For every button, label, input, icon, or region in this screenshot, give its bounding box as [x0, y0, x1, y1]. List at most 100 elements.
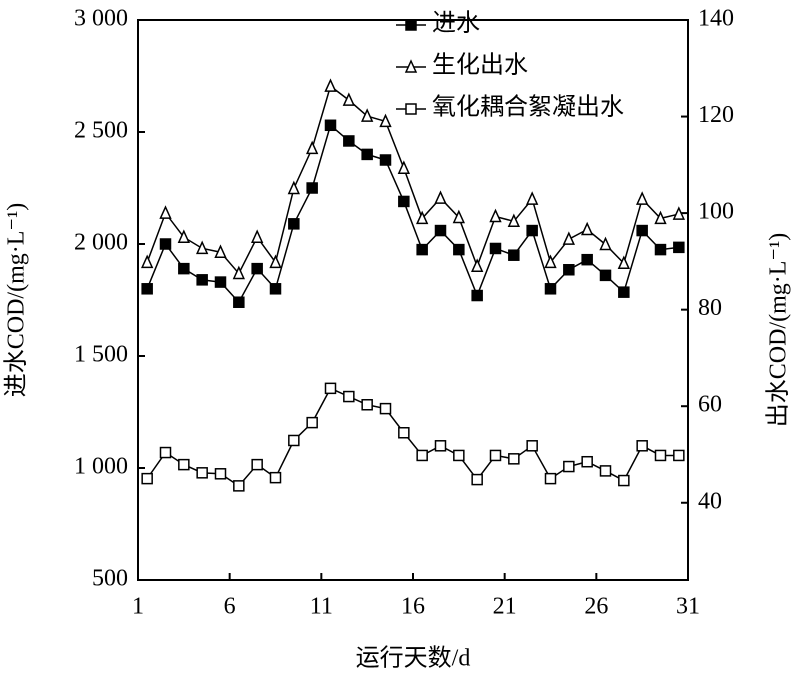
marker [471, 289, 483, 302]
marker [416, 449, 428, 462]
y2-tick-label: 120 [698, 102, 734, 128]
marker [404, 59, 418, 73]
marker [159, 238, 172, 250]
marker [563, 264, 575, 276]
marker [398, 195, 410, 208]
marker [214, 468, 227, 480]
x-tick-label: 1 [132, 594, 144, 620]
y-tick-label: 1 500 [74, 342, 128, 368]
marker [233, 296, 245, 308]
marker [251, 458, 263, 471]
marker [508, 249, 520, 261]
marker [434, 440, 447, 452]
marker [581, 253, 593, 266]
marker [599, 269, 612, 282]
marker [141, 283, 153, 295]
marker [405, 103, 417, 115]
y-tick-label: 1 000 [74, 454, 128, 480]
marker [306, 416, 318, 429]
x-tick-label: 16 [401, 594, 425, 620]
series-line [146, 387, 679, 487]
marker [141, 254, 154, 269]
x-tick-label: 31 [676, 594, 700, 620]
marker [636, 191, 649, 205]
marker [361, 148, 373, 161]
marker [489, 242, 502, 255]
marker [269, 254, 282, 269]
x-tick-label: 26 [584, 594, 608, 620]
y2-axis-label: 出水COD/(mg·L⁻¹) [765, 233, 792, 428]
marker [324, 382, 337, 395]
marker [416, 210, 429, 225]
marker [159, 205, 172, 219]
marker [673, 449, 685, 462]
marker [233, 480, 245, 492]
marker [672, 206, 685, 220]
legend-label: 生化出水 [432, 52, 528, 79]
marker [159, 446, 172, 459]
marker [269, 283, 282, 295]
marker [453, 243, 465, 256]
marker [654, 243, 667, 256]
y-tick-label: 2 000 [74, 230, 128, 256]
y-tick-label: 500 [92, 566, 128, 592]
marker [288, 434, 300, 447]
marker [196, 467, 208, 479]
marker [306, 140, 319, 155]
marker [636, 440, 648, 452]
marker [618, 474, 630, 487]
marker [232, 265, 245, 280]
marker [507, 213, 520, 228]
marker [177, 229, 190, 243]
marker [379, 402, 392, 415]
marker [508, 453, 520, 465]
marker [471, 258, 484, 272]
y2-tick-label: 80 [698, 295, 722, 321]
marker [398, 427, 410, 439]
x-axis-label: 运行天数/d [356, 645, 471, 672]
marker [287, 180, 300, 195]
x-tick-label: 21 [493, 594, 517, 620]
legend-label: 进水 [432, 10, 480, 37]
marker [618, 286, 630, 298]
marker [562, 231, 575, 245]
y-tick-label: 2 500 [74, 118, 128, 144]
marker [617, 255, 630, 270]
marker [544, 472, 557, 485]
x-tick-label: 11 [310, 594, 333, 620]
marker [343, 135, 355, 147]
series-line [146, 123, 679, 304]
marker [416, 243, 428, 256]
marker [526, 191, 539, 205]
marker [342, 92, 355, 106]
marker [196, 274, 208, 286]
marker [141, 472, 153, 485]
marker [489, 208, 502, 223]
marker [269, 471, 282, 484]
marker [214, 276, 227, 288]
marker [599, 465, 612, 477]
marker [673, 241, 685, 254]
marker [288, 218, 300, 230]
marker [405, 19, 417, 31]
marker [471, 473, 483, 486]
marker [581, 455, 593, 468]
marker [196, 240, 209, 255]
marker [563, 460, 575, 473]
y2-tick-label: 60 [698, 392, 722, 418]
y2-tick-label: 140 [698, 6, 734, 32]
marker [453, 449, 465, 462]
marker [251, 262, 263, 275]
marker [178, 262, 190, 275]
marker [434, 224, 447, 237]
marker [306, 182, 318, 194]
marker [452, 209, 465, 224]
marker [599, 236, 612, 251]
marker [434, 190, 447, 204]
marker [489, 449, 502, 462]
y-axis-label: 进水COD/(mg·L⁻¹) [3, 203, 30, 398]
marker [636, 224, 648, 237]
x-tick-label: 6 [224, 594, 236, 620]
marker [361, 108, 374, 122]
